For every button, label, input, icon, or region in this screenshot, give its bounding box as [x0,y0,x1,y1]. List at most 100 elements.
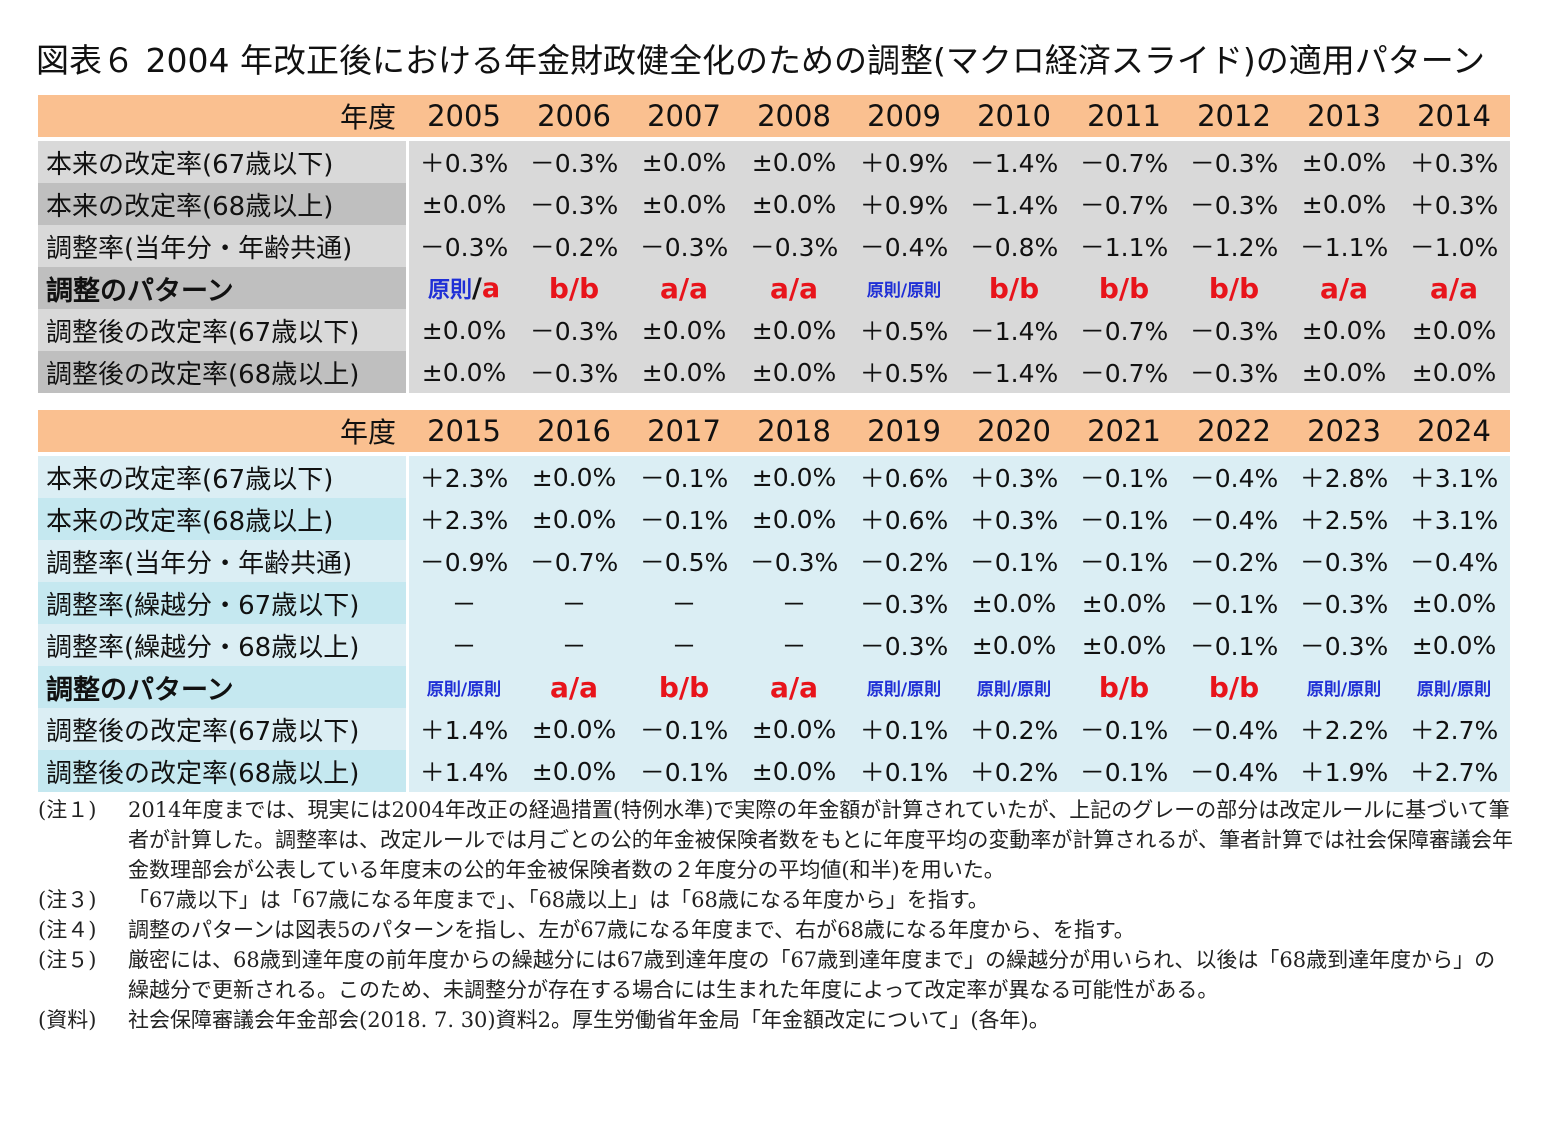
value-cell: ＋2.3% [419,464,509,493]
row-label: 調整後の改定率(67歳以下) [38,309,406,351]
page-title: 図表６ 2004 年改正後における年金財政健全化のための調整(マクロ経済スライド… [36,41,1486,80]
cell-gap [406,183,409,225]
value-cell: －1.4% [969,191,1059,220]
value-cell: －0.3% [639,233,729,262]
note-item: (注３) 「67歳以下」は「67歳になる年度まで」、「68歳以上」は「68歳になる… [38,885,1513,915]
pattern-cell: 原則/原則 [976,679,1052,700]
pattern-cell: 原則/原則 [426,679,502,700]
header-row: 年度 2015 2016 2017 2018 2019 2020 2021 2022 2023 20… [38,410,1510,452]
value-cell: －0.7% [1079,359,1169,388]
value-cell: ±0.0% [751,189,837,219]
row-values: －0.3% －0.2% －0.3% －0.3% －0.4% －0.8% －1.1% －1.2%… [409,225,1510,267]
value-cell: ±0.0% [751,315,837,345]
value-cell: ＋2.8% [1299,464,1389,493]
row-values: － － － － －0.3% ±0.0% ±0.0% －0.1% －0.3% ±0.0% [409,624,1510,666]
value-cell: ±0.0% [641,189,727,219]
row-values: ＋1.4% ±0.0% －0.1% ±0.0% ＋0.1% ＋0.2% －0.1% －0.4%… [409,750,1510,792]
cell-gap [406,95,409,137]
value-cell: ±0.0% [421,189,507,219]
year-cell: 2021 [1087,414,1161,448]
cell-gap [406,141,409,183]
data-row: 調整率(当年分・年齢共通) －0.9% －0.7% －0.5% －0.3% －0.2% －0… [38,540,1510,582]
value-cell: －0.2% [529,233,619,262]
pattern-cell: 原則/原則 [1416,679,1492,700]
year-cells: 2005 2006 2007 2008 2009 2010 2011 2012 2013 2014 [409,95,1510,137]
row-label: 本来の改定率(67歳以下) [38,141,406,183]
value-cell: －0.1% [639,716,729,745]
value-cell: ±0.0% [531,504,617,534]
row-label: 調整のパターン [38,666,406,708]
pattern-cell: a/a [1429,271,1478,305]
pattern-cell: b/b [658,670,710,704]
value-cell: －0.1% [1079,506,1169,535]
value-cell: ±0.0% [1301,189,1387,219]
value-cell: ＋0.3% [1409,191,1499,220]
value-cell: － [781,590,807,619]
value-cell: －0.3% [419,233,509,262]
value-cell: ±0.0% [1301,357,1387,387]
cell-gap [406,750,409,792]
note-key: (注４) [38,918,97,942]
year-cell: 2013 [1307,99,1381,133]
header-label: 年度 [339,416,396,449]
year-cell: 2017 [647,414,721,448]
value-cell: －0.7% [529,548,619,577]
row-label: 調整率(繰越分・67歳以下) [38,582,406,624]
year-cell: 2016 [537,414,611,448]
row-label: 調整後の改定率(68歳以上) [38,750,406,792]
value-cell: ±0.0% [1301,147,1387,177]
data-row: 調整率(繰越分・67歳以下) － － － － －0.3% ±0.0% ±0.0% －0.1% －0… [38,582,1510,624]
year-cell: 2011 [1087,99,1161,133]
value-cell: －0.1% [1079,548,1169,577]
pattern-cell: 原則 / a [427,272,501,304]
year-cell: 2014 [1417,99,1491,133]
value-cell: ＋0.5% [859,317,949,346]
value-cell: －0.2% [1189,548,1279,577]
cell-gap [406,410,409,452]
header-row: 年度 2005 2006 2007 2008 2009 2010 2011 2012 2013 20… [38,95,1510,137]
value-cell: －0.4% [1189,716,1279,745]
value-cell: －0.4% [1409,548,1499,577]
value-cell: － [671,632,697,661]
note-text: 2014年度までは、現実には2004年改正の経過措置(特例水準)で実際の年金額が… [128,798,1513,882]
value-cell: ＋0.3% [969,506,1059,535]
value-cell: －0.3% [1189,191,1279,220]
value-cell: － [561,590,587,619]
pattern-cell: a/a [1319,271,1368,305]
cell-gap [406,666,409,708]
pattern-cell: a/a [769,670,818,704]
header-label: 年度 [339,101,396,134]
value-cell: ＋1.4% [419,758,509,787]
note-item: (注４) 調整のパターンは図表5のパターンを指し、左が67歳になる年度まで、右が6… [38,915,1513,945]
value-cell: －0.1% [639,758,729,787]
year-cell: 2020 [977,414,1051,448]
after-row: 調整後の改定率(68歳以上) ＋1.4% ±0.0% －0.1% ±0.0% ＋0.1% ＋… [38,750,1510,792]
value-cell: － [561,632,587,661]
value-cell: ±0.0% [421,315,507,345]
value-cell: －1.1% [1079,233,1169,262]
row-label: 本来の改定率(68歳以上) [38,498,406,540]
value-cell: －0.1% [1189,632,1279,661]
year-cell: 2008 [757,99,831,133]
value-cell: －0.1% [639,506,729,535]
row-values: ＋2.3% ±0.0% －0.1% ±0.0% ＋0.6% ＋0.3% －0.1% －0.4%… [409,456,1510,498]
row-values: － － － － －0.3% ±0.0% ±0.0% －0.1% －0.3% ±0.0% [409,582,1510,624]
value-cell: － [671,590,697,619]
cell-gap [406,498,409,540]
value-cell: ±0.0% [971,588,1057,618]
value-cell: ±0.0% [531,756,617,786]
value-cell: ±0.0% [421,357,507,387]
value-cell: －0.3% [529,359,619,388]
value-cell: ＋3.1% [1409,506,1499,535]
value-cell: ＋0.2% [969,758,1059,787]
value-cell: ±0.0% [531,462,617,492]
value-cell: ＋1.4% [419,716,509,745]
year-cell: 2009 [867,99,941,133]
data-row: 本来の改定率(68歳以上) ±0.0% －0.3% ±0.0% ±0.0% ＋0.9% －1… [38,183,1510,225]
value-cell: －0.3% [529,149,619,178]
pattern-cell: a/a [549,670,598,704]
row-label: 調整後の改定率(67歳以下) [38,708,406,750]
note-item: (注１) 2014年度までは、現実には2004年改正の経過措置(特例水準)で実際の… [38,795,1513,885]
pattern-cell: b/b [1208,271,1260,305]
value-cell: －0.3% [1299,590,1389,619]
